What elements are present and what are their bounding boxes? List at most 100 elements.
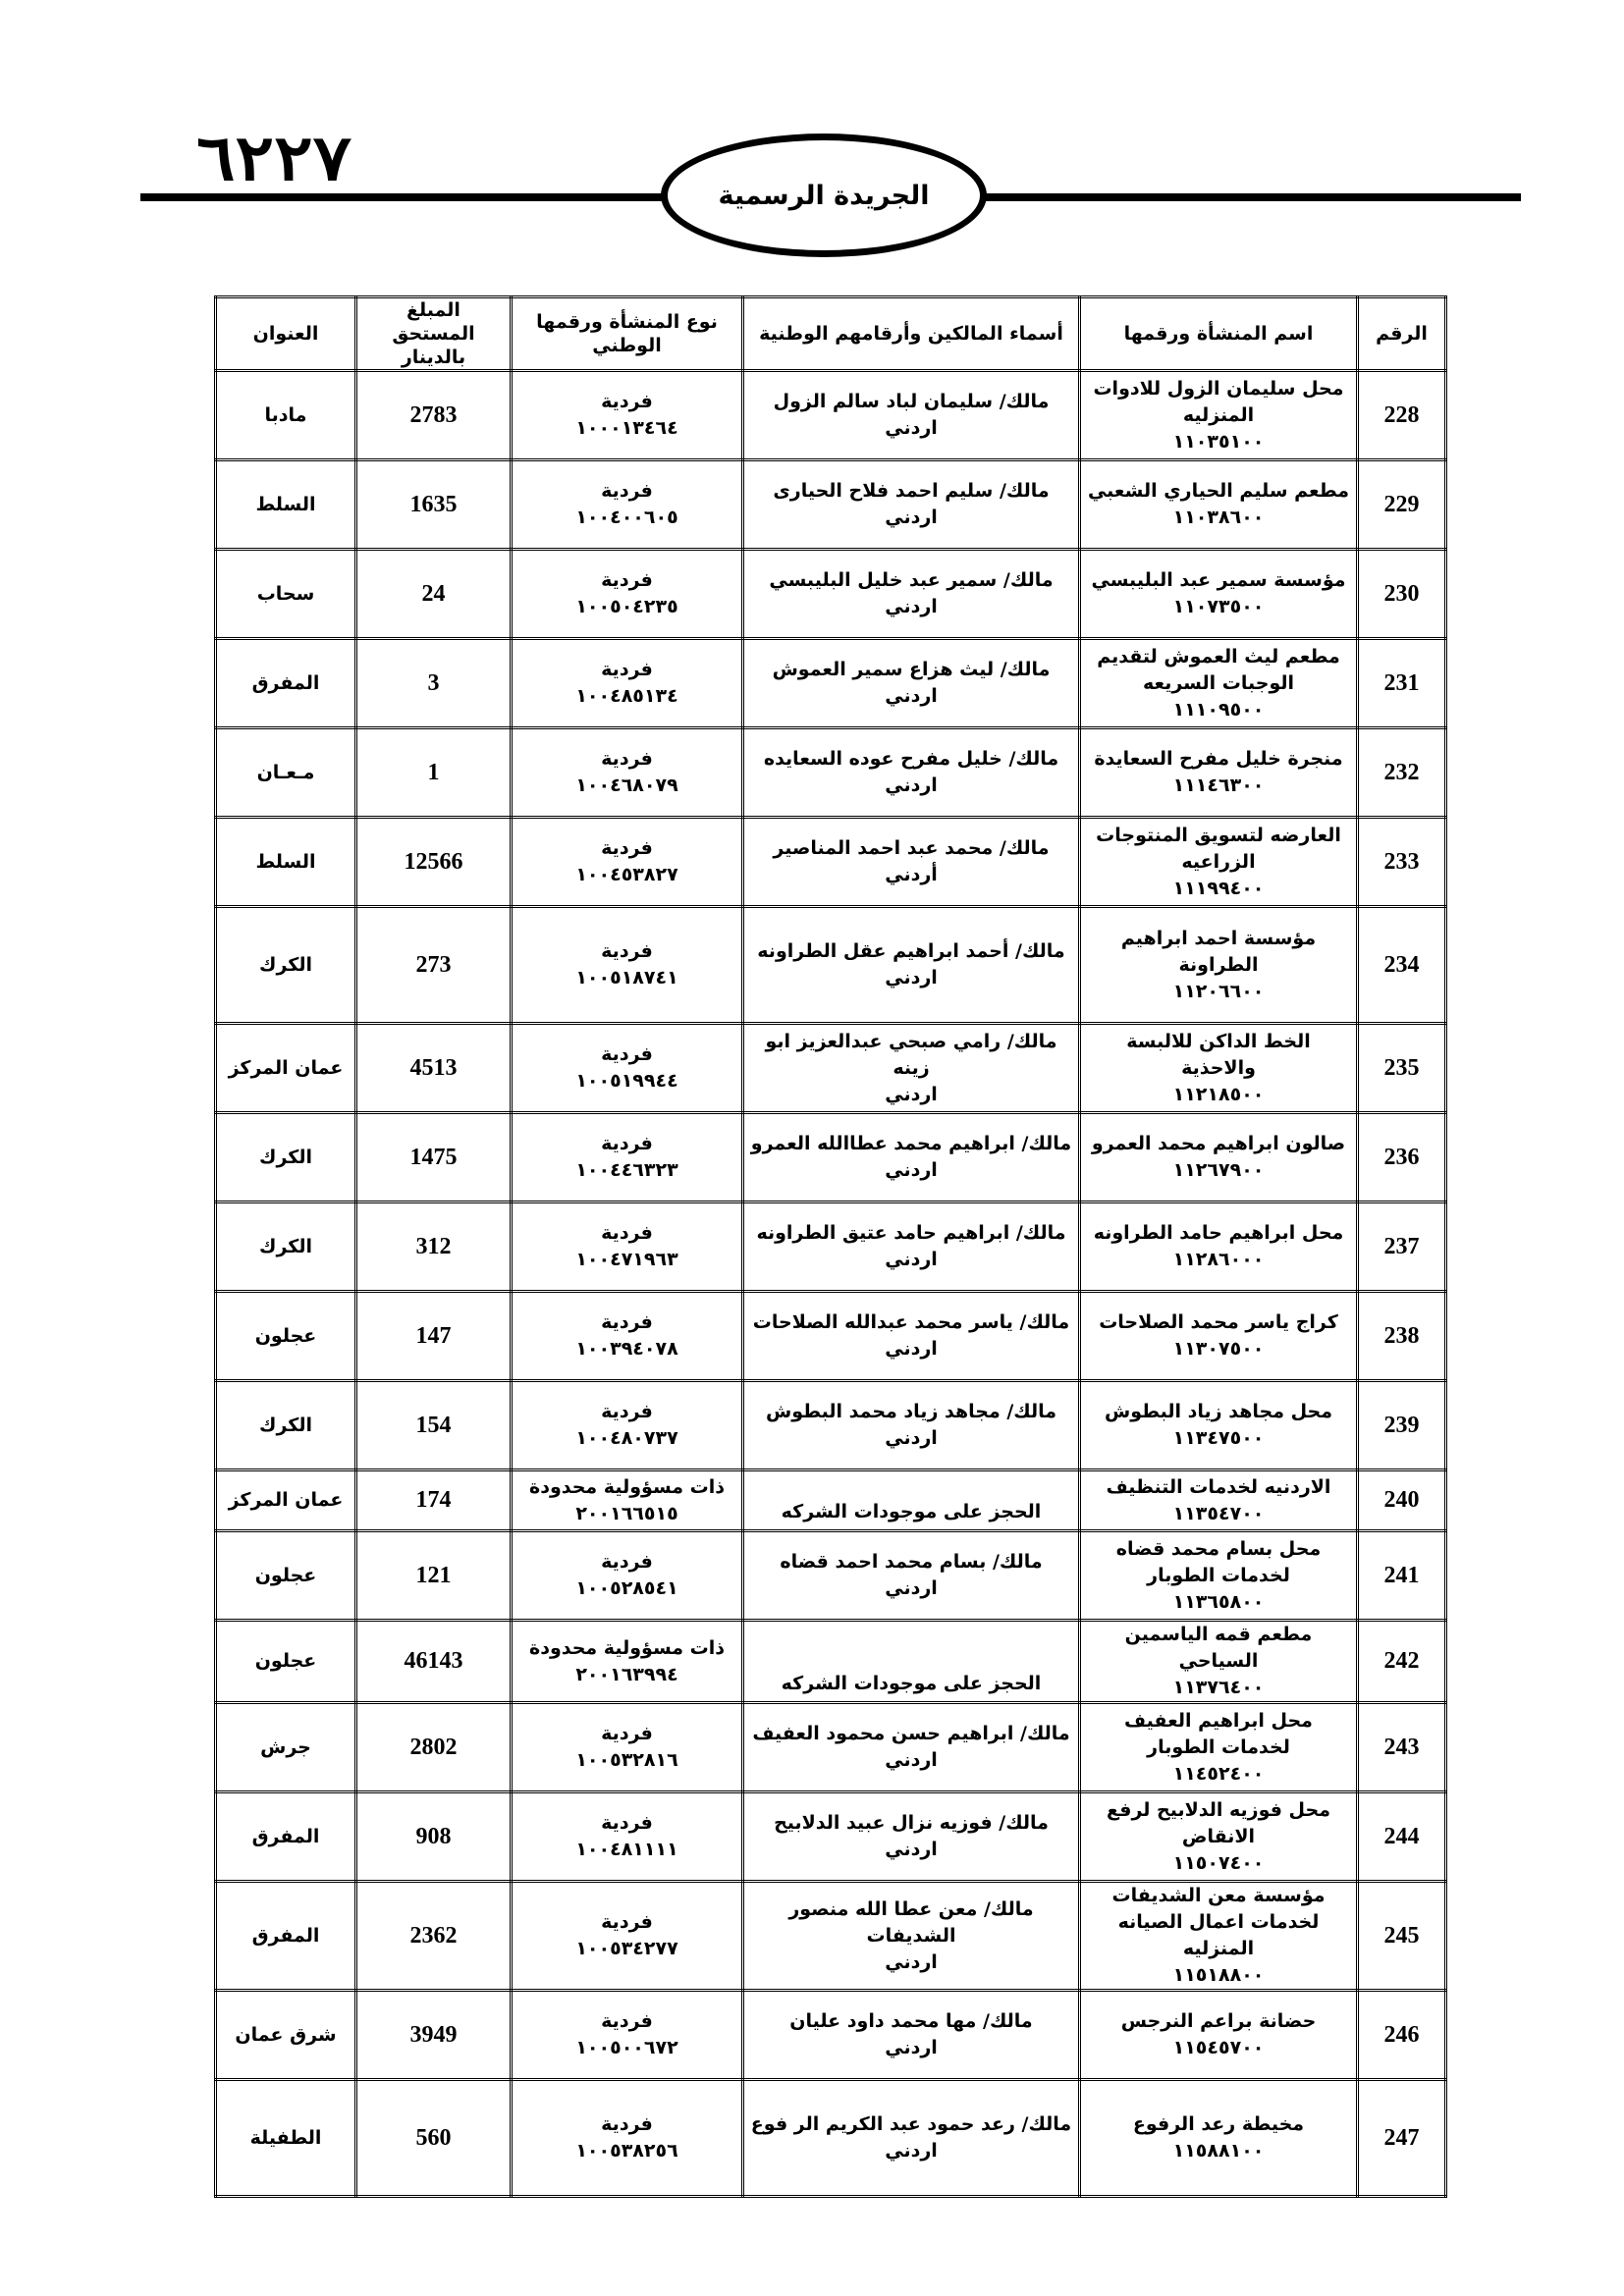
owner-cell: مالك/ سمير عبد خليل البليبسي اردني — [741, 548, 1081, 640]
table-row: 237 محل ابراهيم حامد الطراونه ١١٢٨٦٠٠٠ مالك… — [214, 1201, 1447, 1293]
owner-name: مالك/ أحمد ابراهيم عقل الطراونه — [757, 940, 1065, 962]
type-cell: فردية ١٠٠٤٨٥١٣٤ — [510, 637, 744, 729]
row-number: 238 — [1383, 1322, 1420, 1349]
national-id: ١٠٠٥٠٤٢٣٥ — [575, 596, 678, 617]
national-id: ١٠٠٥٣٨٢٥٦ — [575, 2140, 678, 2162]
national-id: ١٠٠٤٦٨٠٧٩ — [575, 774, 678, 796]
row-number: 228 — [1383, 401, 1420, 428]
owner-name: مالك/ سليم احمد فلاح الحيارى — [773, 480, 1050, 502]
table-row: 241 محل بسام محمد قضاه لخدمات الطوبار ١١٣٦… — [214, 1529, 1447, 1622]
table-row: 245 مؤسسة معن الشديفات لخدمات اعمال الصيا… — [214, 1880, 1447, 1992]
amount-due: 1635 — [409, 491, 458, 517]
row-number-cell: 242 — [1356, 1619, 1447, 1704]
owner-cell: مالك/ محمد عبد احمد المناصير أردني — [741, 816, 1081, 908]
establishment-number: ١١٠٣٥١٠٠ — [1172, 430, 1265, 453]
owner-nationality: اردني — [885, 417, 938, 439]
owner-cell: مالك/ ياسر محمد عبدالله الصلاحات اردني — [741, 1290, 1081, 1382]
address: عجلون — [254, 1564, 317, 1586]
type-cell: فردية ١٠٠٤٤٦٣٢٣ — [510, 1111, 744, 1203]
establishment-cell: كراج ياسر محمد الصلاحات ١١٣٠٧٥٠٠ — [1078, 1290, 1359, 1382]
address-cell: السلط — [214, 458, 357, 551]
owner-cell: مالك/ خليل مفرح عوده السعايده اردني — [741, 726, 1081, 819]
table-row: 238 كراج ياسر محمد الصلاحات ١١٣٠٧٥٠٠ مالك/ … — [214, 1290, 1447, 1382]
establishment-cell: مؤسسة معن الشديفات لخدمات اعمال الصيانه … — [1078, 1880, 1359, 1992]
address: مـعـان — [256, 761, 315, 783]
address: السلط — [255, 850, 316, 873]
owner-nationality: اردني — [885, 507, 938, 528]
establishment-cell: محل مجاهد زياد البطوش ١١٣٤٧٥٠٠ — [1078, 1379, 1359, 1471]
owner-cell: مالك/ معن عطا الله منصور الشديفات اردني — [741, 1880, 1081, 1992]
debts-table: الرقم اسم المنشأة ورقمها أسماء المالكين … — [214, 295, 1447, 2198]
establishment-number: ١١٣٠٧٥٠٠ — [1172, 1338, 1265, 1360]
address: المفرق — [251, 1825, 320, 1847]
establishment-cell: محل بسام محمد قضاه لخدمات الطوبار ١١٣٦٥٨٠… — [1078, 1529, 1359, 1622]
row-number: 237 — [1383, 1233, 1420, 1259]
address-cell: المفرق — [214, 1790, 357, 1883]
row-number-cell: 241 — [1356, 1529, 1447, 1622]
type-cell: فردية ١٠٠٥٣٤٢٧٧ — [510, 1880, 744, 1992]
row-number-cell: 237 — [1356, 1201, 1447, 1293]
address-cell: سحاب — [214, 548, 357, 640]
national-id: ١٠٠٤٨٥١٣٤ — [575, 685, 678, 707]
gazette-title-oval: الجريدة الرسمية — [661, 133, 987, 257]
amount-due: 4513 — [409, 1054, 458, 1081]
establishment-number: ١١٣٥٤٧٠٠ — [1172, 1502, 1265, 1524]
address: الكرك — [259, 1146, 312, 1168]
establishment-number: ١١٢١٨٥٠٠ — [1172, 1083, 1265, 1105]
establishment-name: مطعم سليم الحياري الشعبي — [1087, 480, 1350, 502]
table-row: 230 مؤسسة سمير عبد البليبسي ١١٠٧٣٥٠٠ مالك/ … — [214, 548, 1447, 640]
establishment-number: ١١٠٣٨٦٠٠ — [1172, 507, 1265, 528]
establishment-type: فردية — [601, 2010, 653, 2032]
establishment-cell: العارضه لتسويق المنتوجات الزراعيه ١١١٩٩٤٠… — [1078, 816, 1359, 908]
amount-cell: 174 — [354, 1468, 513, 1532]
establishment-number: ١١٢٨٦٠٠٠ — [1172, 1249, 1265, 1270]
table-row: 240 الاردنيه لخدمات التنظيف ١١٣٥٤٧٠٠ الحجز … — [214, 1468, 1447, 1532]
national-id: ١٠٠٤٤٦٣٢٣ — [575, 1159, 678, 1181]
amount-cell: 2362 — [354, 1880, 513, 1992]
row-number-cell: 247 — [1356, 2078, 1447, 2198]
table-row: 233 العارضه لتسويق المنتوجات الزراعيه ١١١٩… — [214, 816, 1447, 908]
type-cell: فردية ١٠٠٤٦٨٠٧٩ — [510, 726, 744, 819]
owner-name: مالك/ مجاهد زياد محمد البطوش — [765, 1401, 1057, 1422]
owner-cell: الحجز على موجودات الشركه — [741, 1619, 1081, 1704]
owner-cell: مالك/ رعد حمود عبد الكريم الر فوع اردني — [741, 2078, 1081, 2198]
establishment-cell: مطعم سليم الحياري الشعبي ١١٠٣٨٦٠٠ — [1078, 458, 1359, 551]
owner-nationality: اردني — [885, 1950, 938, 1973]
national-id: ١٠٠٠١٣٤٦٤ — [575, 417, 678, 439]
establishment-type: فردية — [601, 391, 653, 412]
owner-cell: الحجز على موجودات الشركه — [741, 1468, 1081, 1532]
type-cell: فردية ١٠٠٤٨٠٧٣٧ — [510, 1379, 744, 1471]
column-header-address: العنوان — [214, 295, 357, 372]
owner-nationality: اردني — [885, 774, 938, 796]
owner-nationality: اردني — [885, 1159, 938, 1181]
establishment-name: محل سليمان الزول للادوات المنزليه — [1093, 377, 1344, 426]
establishment-cell: مؤسسة احمد ابراهيم الطراونة ١١٢٠٦٦٠٠ — [1078, 905, 1359, 1025]
establishment-type: ذات مسؤولية محدودة — [528, 1636, 726, 1659]
row-number: 229 — [1383, 491, 1420, 517]
row-number: 243 — [1383, 1734, 1420, 1760]
establishment-cell: مطعم قمه الياسمين السياحي ١١٣٧٦٤٠٠ — [1078, 1619, 1359, 1704]
national-id: ١٠٠٥٠٠٦٧٢ — [575, 2037, 678, 2058]
owner-name: مالك/ ابراهيم حامد عتيق الطراونه — [756, 1222, 1066, 1244]
establishment-cell: محل سليمان الزول للادوات المنزليه ١١٠٣٥١٠… — [1078, 369, 1359, 461]
owner-cell: مالك/ سليم احمد فلاح الحيارى اردني — [741, 458, 1081, 551]
owner-name: مالك/ فوزيه نزال عبيد الدلابيح — [774, 1812, 1049, 1834]
owner-nationality: اردني — [885, 1249, 938, 1270]
amount-cell: 147 — [354, 1290, 513, 1382]
national-id: ١٠٠٥٢٨٥٤١ — [575, 1577, 678, 1599]
type-cell: فردية ١٠٠٥٠٤٢٣٥ — [510, 548, 744, 640]
row-number-cell: 234 — [1356, 905, 1447, 1025]
establishment-type: فردية — [601, 659, 653, 680]
establishment-name: كراج ياسر محمد الصلاحات — [1099, 1311, 1338, 1333]
establishment-number: ١١١٠٩٥٠٠ — [1172, 698, 1265, 721]
owner-name: مالك/ ليث هزاع سمير العموش — [772, 659, 1051, 680]
establishment-type: فردية — [601, 1222, 653, 1244]
establishment-type: فردية — [601, 1812, 653, 1834]
establishment-type: فردية — [601, 837, 653, 859]
owner-cell: مالك/ سليمان لباد سالم الزول اردني — [741, 369, 1081, 461]
owner-name: مالك/ معن عطا الله منصور الشديفات — [788, 1897, 1034, 1947]
table-row: 244 محل فوزيه الدلابيح لرفع الانقاض ١١٥٠٧٤… — [214, 1790, 1447, 1883]
row-number: 232 — [1383, 759, 1420, 785]
table-row: 239 محل مجاهد زياد البطوش ١١٣٤٧٥٠٠ مالك/ مج… — [214, 1379, 1447, 1471]
table-row: 243 محل ابراهيم العفيف لخدمات الطوبار ١١٤٥… — [214, 1701, 1447, 1793]
